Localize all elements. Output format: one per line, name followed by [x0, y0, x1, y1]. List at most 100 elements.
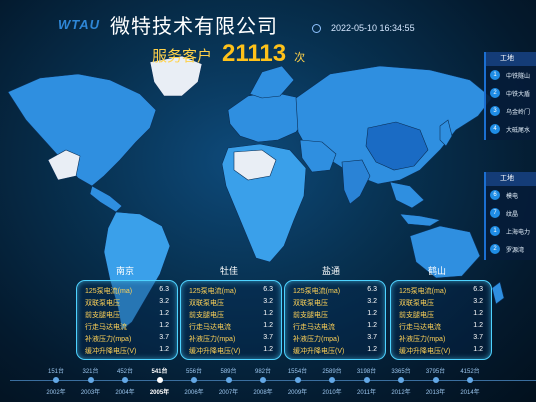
metric-row: 补液压力(mpa) 3.7 — [293, 334, 377, 343]
metric-row: 行走马达电流 1.2 — [293, 322, 377, 331]
timeline-year[interactable]: 2003年 — [80, 390, 101, 396]
side-item[interactable]: 7 纹晶 — [486, 204, 536, 222]
company-logo: WTAU — [58, 16, 101, 32]
map-region-china — [365, 121, 429, 171]
side-item[interactable]: 3 乌金岭门 — [486, 102, 536, 120]
timeline-count: 556台 — [185, 369, 202, 375]
map-region-north-africa — [233, 149, 277, 181]
metric-row: 行走马达电流 1.2 — [399, 322, 483, 331]
side-panel-sites-1: 工地 1 中铁隧山 2 中铁大盾 3 乌金岭门 4 大砥尾水 — [484, 52, 536, 140]
timeline-count: 3365台 — [391, 369, 411, 375]
map-region-indonesia — [399, 213, 441, 227]
timeline-count: 151台 — [47, 369, 64, 375]
metric-row: 前支腿电压 1.2 — [293, 310, 377, 319]
timeline-year[interactable]: 2011年 — [357, 390, 376, 396]
timeline-year[interactable]: 2013年 — [425, 390, 446, 396]
timeline-year[interactable]: 2012年 — [391, 390, 411, 396]
metric-row: 缓冲升降电压(V) 1.2 — [399, 346, 483, 355]
metric-row: 前支腿电压 1.2 — [85, 310, 169, 319]
site-card-nanjing[interactable]: 125泵电流(ma) 6.3 双联泵电压 3.2 前支腿电压 1.2 行走马达电流 1.… — [76, 280, 178, 360]
metric-row: 125泵电流(ma) 6.3 — [189, 286, 273, 295]
timeline-count: 2589台 — [322, 369, 342, 375]
card-title-heshan: 鹤山 — [428, 266, 447, 276]
timeline-dot[interactable] — [329, 377, 335, 383]
clock-icon — [312, 23, 321, 33]
timeline-count: 3795台 — [425, 369, 446, 375]
clock: 2022-05-10 16:34:55 — [312, 23, 415, 33]
metric-row: 前支腿电压 1.2 — [189, 310, 273, 319]
served-count: 21113 — [222, 40, 287, 67]
timeline-dot[interactable] — [156, 377, 163, 383]
served-unit: 次 — [294, 52, 306, 64]
map-region-india — [341, 159, 371, 205]
timeline-dot[interactable] — [398, 377, 404, 383]
metric-row: 补液压力(mpa) 3.7 — [399, 334, 483, 343]
timeline-year[interactable]: 2004年 — [115, 390, 135, 396]
timeline-count: 589台 — [220, 369, 237, 375]
timeline-line — [10, 380, 536, 381]
timeline-count: 1554台 — [287, 369, 308, 375]
map-region-canada-north — [47, 149, 81, 181]
timeline-year[interactable]: 2006年 — [184, 390, 204, 396]
timeline-year[interactable]: 2005年 — [149, 390, 170, 396]
metric-row: 行走马达电流 1.2 — [189, 322, 273, 331]
card-title-mujia: 牡佳 — [220, 266, 239, 276]
timeline-dot[interactable] — [363, 377, 370, 383]
timeline-dot[interactable] — [225, 377, 232, 383]
metric-row: 缓冲升降电压(V) 1.2 — [189, 346, 273, 355]
timeline-dot[interactable] — [122, 377, 128, 383]
timeline-count: 3198台 — [356, 369, 377, 375]
map-region-greenland — [149, 55, 203, 97]
map-region-south-america — [103, 211, 171, 331]
side-item[interactable]: 2 中铁大盾 — [486, 84, 536, 102]
site-card-yantong[interactable]: 125泵电流(ma) 6.3 双联泵电压 3.2 前支腿电压 1.2 行走马达电流 1.… — [284, 280, 386, 360]
side-item[interactable]: 2 罗源湾 — [486, 240, 536, 258]
timeline-count: 321台 — [82, 369, 99, 375]
timeline-year[interactable]: 2007年 — [218, 390, 239, 396]
map-region-new-zealand — [491, 281, 505, 305]
site-card-heshan[interactable]: 125泵电流(ma) 6.3 双联泵电压 3.2 前支腿电压 1.2 行走马达电流 1.… — [390, 280, 492, 360]
timeline-dot[interactable] — [53, 377, 59, 383]
map-region-middle-east — [299, 139, 337, 173]
side-item[interactable]: 4 大砥尾水 — [486, 120, 536, 138]
metric-row: 行走马达电流 1.2 — [85, 322, 169, 331]
map-region-japan — [439, 119, 453, 147]
metric-row: 补液压力(mpa) 3.7 — [189, 334, 273, 343]
metric-row: 双联泵电压 3.2 — [189, 298, 273, 307]
metric-row: 前支腿电压 1.2 — [399, 310, 483, 319]
timeline-count: 982台 — [254, 369, 271, 375]
metric-row: 125泵电流(ma) 6.3 — [85, 286, 169, 295]
timeline-count: 541台 — [151, 369, 168, 375]
side-item[interactable]: 1 上海电力 — [486, 222, 536, 240]
metric-row: 缓冲升降电压(V) 1.2 — [85, 346, 169, 355]
metric-row: 双联泵电压 3.2 — [293, 298, 377, 307]
metric-row: 补液压力(mpa) 3.7 — [85, 334, 169, 343]
timeline-dot[interactable] — [260, 377, 266, 383]
map-region-australia — [409, 225, 481, 279]
metric-row: 双联泵电压 3.2 — [399, 298, 483, 307]
timeline-year[interactable]: 2010年 — [322, 390, 342, 396]
map-region-southeast-asia — [389, 181, 425, 209]
side-panel-sites-2: 工地 6 模电 7 纹晶 1 上海电力 2 罗源湾 — [484, 172, 536, 260]
side-item[interactable]: 1 中铁隧山 — [486, 66, 536, 84]
side-panel-title: 工地 — [486, 172, 536, 186]
timeline-dot[interactable] — [432, 377, 439, 383]
timeline-year[interactable]: 2009年 — [287, 390, 308, 396]
timeline-dot[interactable] — [191, 377, 197, 383]
metric-row: 125泵电流(ma) 6.3 — [293, 286, 377, 295]
timeline-year[interactable]: 2008年 — [253, 390, 273, 396]
map-region-scandinavia — [249, 65, 295, 99]
metric-row: 双联泵电压 3.2 — [85, 298, 169, 307]
company-name: 微特技术有限公司 — [110, 15, 279, 38]
timeline-count: 4152台 — [460, 369, 480, 375]
timeline-dot[interactable] — [87, 377, 94, 383]
timeline-year[interactable]: 2014年 — [460, 390, 480, 396]
site-card-mujia[interactable]: 125泵电流(ma) 6.3 双联泵电压 3.2 前支腿电压 1.2 行走马达电流 1.… — [180, 280, 282, 360]
timeline-dot[interactable] — [467, 377, 473, 383]
served-customers: 服务客户 21113 次 — [152, 40, 305, 68]
timeline-dot[interactable] — [294, 377, 301, 383]
timeline-year[interactable]: 2002年 — [46, 390, 66, 396]
side-item[interactable]: 6 模电 — [486, 186, 536, 204]
year-timeline: 151台 2002年 321台 2003年 452台 2004年 541台 2005年 556台… — [0, 366, 536, 402]
